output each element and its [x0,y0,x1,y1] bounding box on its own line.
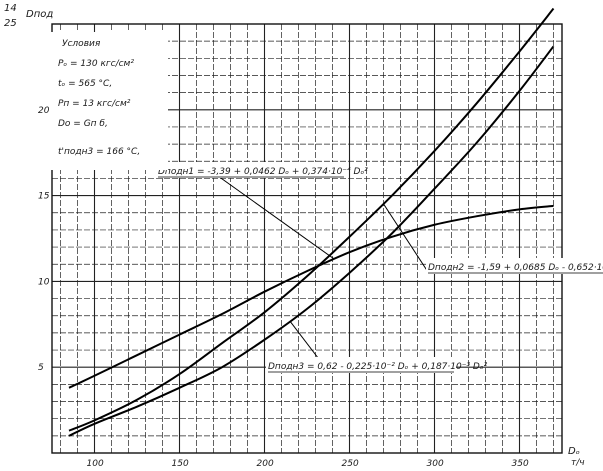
x-axis-label: Dₒ [568,446,580,457]
condition-line: t'подн3 = 166 °С, [58,147,140,157]
series-line-1 [68,204,554,389]
series-line-3 [68,45,555,437]
y-axis-label: Dпод [26,9,53,20]
y-corner-mark-bottom: 25 [4,18,17,29]
annotation-label: Dподн3 = 0,62 - 0,225·10⁻² Dₒ + 0,187·10… [268,362,488,372]
x-tick-label: 200 [257,459,274,469]
y-tick-label: 5 [38,363,44,373]
annotation-background [266,357,456,373]
condition-line: Dо = Gп б, [58,119,108,129]
annotation-label: Dподн1 = -3,39 + 0,0462 Dₒ + 0,374·10⁻⁴ … [158,167,368,177]
tick-labels: 100 150 200 250 300 350 5 10 15 20 [38,106,529,469]
condition-line: Pп = 13 кгс/см² [58,99,131,109]
annotation-leader [383,203,429,273]
annotations: Dподн1 = -3,39 + 0,0462 Dₒ + 0,374·10⁻⁴ … [156,162,603,373]
grid [52,24,562,453]
y-corner-mark-top: 14 [4,3,17,14]
x-tick-label: 350 [512,459,529,469]
plot-frame [51,23,563,454]
annotation-background [426,258,603,274]
x-tick-label: 300 [427,459,444,469]
annotation-label: Dподн2 = -1,59 + 0,0685 Dₒ - 0,652·10⁻⁴ … [428,263,603,273]
condition-line: Pₒ = 130 кгс/см² [58,59,134,69]
plot-border [51,23,563,454]
x-axis-unit: т/ч [571,458,585,468]
y-tick-label: 20 [38,106,50,116]
y-tick-label: 10 [38,277,50,287]
annotation-background [156,162,346,178]
x-tick-label: 250 [342,459,359,469]
y-tick-label: 15 [38,192,50,202]
x-tick-label: 150 [172,459,189,469]
series-line-2 [68,7,555,432]
conditions-heading: Условия [62,39,101,49]
condition-line: tₒ = 565 °C, [58,79,112,89]
conditions-box: Условия Pₒ = 130 кгс/см² tₒ = 565 °C, Pп… [50,32,168,170]
conditions-background [50,32,168,170]
annotation-leader [217,175,335,260]
axis-labels: 14 25 Dпод Dₒ т/ч [4,3,585,468]
series-lines [68,7,555,437]
x-tick-label: 100 [87,459,104,469]
